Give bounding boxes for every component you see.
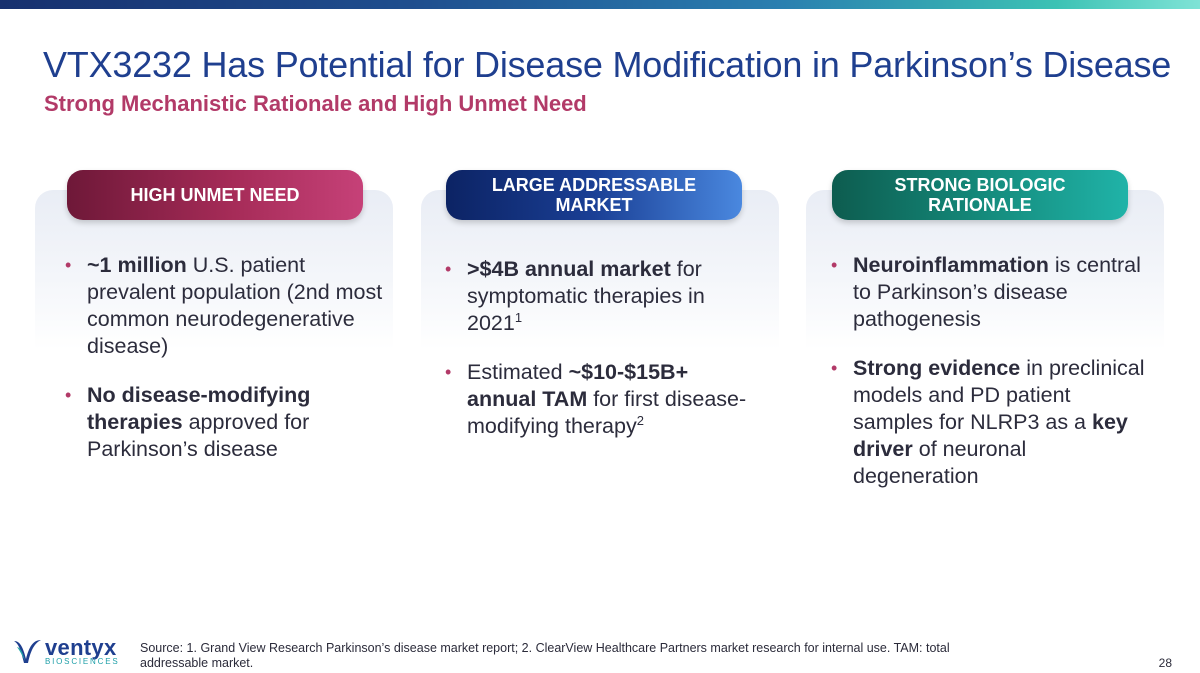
logo-tagline: BIOSCIENCES: [45, 657, 120, 666]
logo-wordmark: ventyx: [45, 635, 117, 660]
header-pill-strong-biologic-rationale: STRONG BIOLOGIC RATIONALE: [832, 170, 1128, 220]
column-large-addressable-market: • >$4B annual market for symptomatic the…: [443, 256, 763, 462]
list-item: • >$4B annual market for symptomatic the…: [443, 256, 763, 337]
ventyx-v-mark-icon: [14, 640, 41, 663]
bullet-bold-text: key driver: [853, 410, 1128, 461]
bullet-text: approved for Parkinson’s disease: [87, 410, 310, 461]
bullet-dot-icon: •: [445, 362, 452, 382]
bullet-text: for first disease-modifying therapy: [467, 387, 747, 438]
bullet-bold-text: >$4B annual market: [467, 257, 671, 281]
list-item: • No disease-modifying therapies approve…: [63, 382, 383, 463]
header-pill-label: STRONG BIOLOGIC RATIONALE: [894, 175, 1066, 215]
header-pill-high-unmet-need: HIGH UNMET NEED: [67, 170, 363, 220]
bullet-text: for symptomatic therapies in 2021: [467, 257, 705, 335]
bullet-text: U.S. patient prevalent population (2nd m…: [87, 253, 383, 358]
header-pill-large-addressable-market: LARGE ADDRESSABLE MARKET: [446, 170, 742, 220]
footnote-ref: 2: [636, 412, 644, 428]
slide-title: VTX3232 Has Potential for Disease Modifi…: [43, 44, 1172, 85]
bullet-bold-text: ~1 million: [87, 253, 187, 277]
page-number: 28: [1158, 656, 1172, 670]
bullet-text: Estimated: [467, 360, 569, 384]
bullet-bold-text: Neuroinflammation: [853, 253, 1049, 277]
list-item: • ~1 million U.S. patient prevalent popu…: [63, 252, 383, 360]
slide-subtitle: Strong Mechanistic Rationale and High Un…: [44, 91, 587, 116]
bullet-dot-icon: •: [445, 259, 452, 279]
column-strong-biologic-rationale: • Neuroinflammation is central to Parkin…: [829, 252, 1149, 512]
list-item: • Estimated ~$10-$15B+ annual TAM for fi…: [443, 359, 763, 440]
bullet-list: • >$4B annual market for symptomatic the…: [443, 256, 763, 440]
header-pill-label: HIGH UNMET NEED: [130, 185, 300, 205]
bullet-bold-text: No disease-modifying therapies: [87, 383, 311, 434]
list-item: • Strong evidence in preclinical models …: [829, 355, 1149, 490]
bullet-list: • Neuroinflammation is central to Parkin…: [829, 252, 1149, 490]
footnote-ref: 1: [514, 309, 523, 325]
column-high-unmet-need: • ~1 million U.S. patient prevalent popu…: [63, 252, 383, 485]
bullet-dot-icon: •: [65, 385, 72, 405]
header-pill-label: LARGE ADDRESSABLE MARKET: [491, 175, 697, 215]
ventyx-logo: ventyx BIOSCIENCES: [11, 635, 131, 669]
bullet-text: of neuronal degeneration: [853, 437, 1027, 488]
bullet-dot-icon: •: [831, 358, 838, 378]
source-footnote: Source: 1. Grand View Research Parkinson…: [140, 641, 950, 670]
bullet-text: in preclinical models and PD patient sam…: [853, 356, 1145, 434]
bullet-dot-icon: •: [831, 255, 838, 275]
bullet-list: • ~1 million U.S. patient prevalent popu…: [63, 252, 383, 463]
bullet-bold-text: Strong evidence: [853, 356, 1021, 380]
bullet-dot-icon: •: [65, 255, 72, 275]
list-item: • Neuroinflammation is central to Parkin…: [829, 252, 1149, 333]
top-accent-bar: [0, 0, 1200, 9]
bullet-bold-text: ~$10-$15B+ annual TAM: [467, 360, 689, 411]
bullet-text: is central to Parkinson’s disease pathog…: [853, 253, 1141, 331]
